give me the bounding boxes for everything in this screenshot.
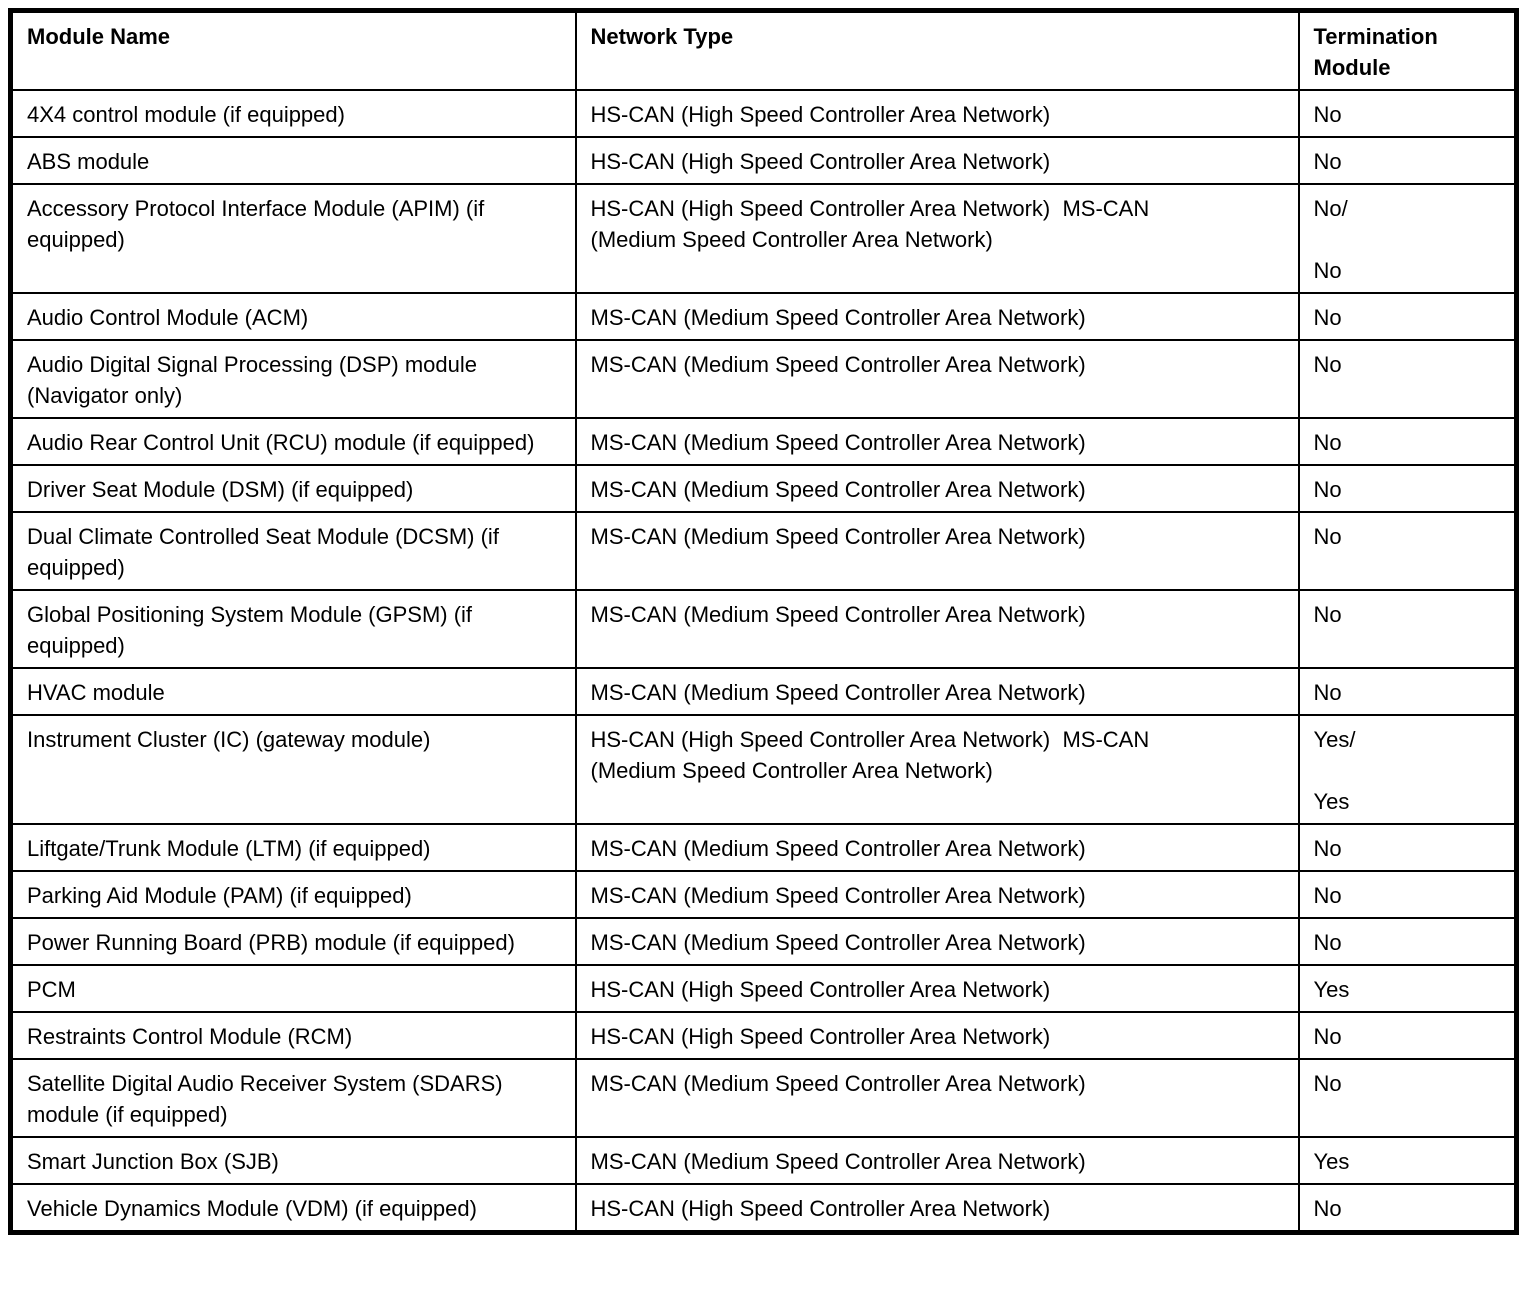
table-row: Instrument Cluster (IC) (gateway module)… xyxy=(9,714,1518,825)
table-row: ABS module HS-CAN (High Speed Controller… xyxy=(9,136,1518,185)
termination-module-cell: No xyxy=(1297,870,1518,919)
termination-module-cell: No xyxy=(1297,589,1518,669)
table-row: Audio Control Module (ACM) MS-CAN (Mediu… xyxy=(9,292,1518,341)
network-type-cell: MS-CAN (Medium Speed Controller Area Net… xyxy=(574,667,1300,716)
module-name-cell: Instrument Cluster (IC) (gateway module) xyxy=(9,714,577,825)
termination-module-cell: Yes xyxy=(1297,1136,1518,1185)
table-row: Restraints Control Module (RCM) HS-CAN (… xyxy=(9,1011,1518,1060)
network-type-cell: MS-CAN (Medium Speed Controller Area Net… xyxy=(574,917,1300,966)
termination-module-cell: No xyxy=(1297,1011,1518,1060)
termination-module-cell: No xyxy=(1297,339,1518,419)
table-row: Vehicle Dynamics Module (VDM) (if equipp… xyxy=(9,1183,1518,1234)
header-row: Module Name Network Type Termination Mod… xyxy=(9,9,1518,91)
network-type-cell: MS-CAN (Medium Speed Controller Area Net… xyxy=(574,1136,1300,1185)
module-name-cell: ABS module xyxy=(9,136,577,185)
termination-module-cell: No xyxy=(1297,417,1518,466)
termination-module-cell: No xyxy=(1297,292,1518,341)
module-name-cell: Global Positioning System Module (GPSM) … xyxy=(9,589,577,669)
termination-module-cell: Yes/ Yes xyxy=(1297,714,1518,825)
termination-module-cell: No xyxy=(1297,1183,1518,1234)
network-type-cell: HS-CAN (High Speed Controller Area Netwo… xyxy=(574,183,1300,294)
column-header-termination-module: Termination Module xyxy=(1297,9,1518,91)
termination-module-cell: No xyxy=(1297,136,1518,185)
module-name-cell: Liftgate/Trunk Module (LTM) (if equipped… xyxy=(9,823,577,872)
module-name-cell: Dual Climate Controlled Seat Module (DCS… xyxy=(9,511,577,591)
module-name-cell: Vehicle Dynamics Module (VDM) (if equipp… xyxy=(9,1183,577,1234)
column-header-module-name: Module Name xyxy=(9,9,577,91)
module-name-cell: 4X4 control module (if equipped) xyxy=(9,89,577,138)
table-body: 4X4 control module (if equipped) HS-CAN … xyxy=(9,89,1518,1234)
network-type-cell: MS-CAN (Medium Speed Controller Area Net… xyxy=(574,417,1300,466)
module-name-cell: HVAC module xyxy=(9,667,577,716)
table-row: Global Positioning System Module (GPSM) … xyxy=(9,589,1518,669)
table-row: Accessory Protocol Interface Module (API… xyxy=(9,183,1518,294)
network-type-cell: MS-CAN (Medium Speed Controller Area Net… xyxy=(574,589,1300,669)
network-type-cell: MS-CAN (Medium Speed Controller Area Net… xyxy=(574,292,1300,341)
module-name-cell: PCM xyxy=(9,964,577,1013)
table-row: Satellite Digital Audio Receiver System … xyxy=(9,1058,1518,1138)
network-type-cell: HS-CAN (High Speed Controller Area Netwo… xyxy=(574,714,1300,825)
module-name-cell: Satellite Digital Audio Receiver System … xyxy=(9,1058,577,1138)
module-name-cell: Restraints Control Module (RCM) xyxy=(9,1011,577,1060)
termination-module-cell: No xyxy=(1297,1058,1518,1138)
table-row: Power Running Board (PRB) module (if equ… xyxy=(9,917,1518,966)
termination-module-cell: No xyxy=(1297,89,1518,138)
network-type-cell: MS-CAN (Medium Speed Controller Area Net… xyxy=(574,464,1300,513)
network-type-cell: HS-CAN (High Speed Controller Area Netwo… xyxy=(574,1011,1300,1060)
network-type-cell: MS-CAN (Medium Speed Controller Area Net… xyxy=(574,511,1300,591)
network-type-cell: HS-CAN (High Speed Controller Area Netwo… xyxy=(574,1183,1300,1234)
network-type-cell: HS-CAN (High Speed Controller Area Netwo… xyxy=(574,964,1300,1013)
termination-module-cell: No xyxy=(1297,823,1518,872)
table-row: Parking Aid Module (PAM) (if equipped) M… xyxy=(9,870,1518,919)
column-header-network-type: Network Type xyxy=(574,9,1300,91)
module-name-cell: Power Running Board (PRB) module (if equ… xyxy=(9,917,577,966)
network-type-cell: HS-CAN (High Speed Controller Area Netwo… xyxy=(574,136,1300,185)
termination-module-cell: No xyxy=(1297,667,1518,716)
table-row: Liftgate/Trunk Module (LTM) (if equipped… xyxy=(9,823,1518,872)
termination-module-cell: No xyxy=(1297,464,1518,513)
table-row: HVAC module MS-CAN (Medium Speed Control… xyxy=(9,667,1518,716)
table-row: Audio Digital Signal Processing (DSP) mo… xyxy=(9,339,1518,419)
module-name-cell: Audio Control Module (ACM) xyxy=(9,292,577,341)
table-row: Driver Seat Module (DSM) (if equipped) M… xyxy=(9,464,1518,513)
module-name-cell: Accessory Protocol Interface Module (API… xyxy=(9,183,577,294)
table-row: Audio Rear Control Unit (RCU) module (if… xyxy=(9,417,1518,466)
table-row: Dual Climate Controlled Seat Module (DCS… xyxy=(9,511,1518,591)
network-type-cell: HS-CAN (High Speed Controller Area Netwo… xyxy=(574,89,1300,138)
module-name-cell: Smart Junction Box (SJB) xyxy=(9,1136,577,1185)
module-name-cell: Driver Seat Module (DSM) (if equipped) xyxy=(9,464,577,513)
table-header: Module Name Network Type Termination Mod… xyxy=(9,9,1518,91)
module-name-cell: Audio Digital Signal Processing (DSP) mo… xyxy=(9,339,577,419)
termination-module-cell: No/ No xyxy=(1297,183,1518,294)
network-type-cell: MS-CAN (Medium Speed Controller Area Net… xyxy=(574,870,1300,919)
network-type-cell: MS-CAN (Medium Speed Controller Area Net… xyxy=(574,823,1300,872)
termination-module-cell: No xyxy=(1297,917,1518,966)
module-name-cell: Audio Rear Control Unit (RCU) module (if… xyxy=(9,417,577,466)
table-row: 4X4 control module (if equipped) HS-CAN … xyxy=(9,89,1518,138)
table-row: Smart Junction Box (SJB) MS-CAN (Medium … xyxy=(9,1136,1518,1185)
termination-module-cell: No xyxy=(1297,511,1518,591)
module-network-table: Module Name Network Type Termination Mod… xyxy=(8,8,1519,1235)
network-type-cell: MS-CAN (Medium Speed Controller Area Net… xyxy=(574,339,1300,419)
module-name-cell: Parking Aid Module (PAM) (if equipped) xyxy=(9,870,577,919)
table-row: PCM HS-CAN (High Speed Controller Area N… xyxy=(9,964,1518,1013)
network-type-cell: MS-CAN (Medium Speed Controller Area Net… xyxy=(574,1058,1300,1138)
termination-module-cell: Yes xyxy=(1297,964,1518,1013)
